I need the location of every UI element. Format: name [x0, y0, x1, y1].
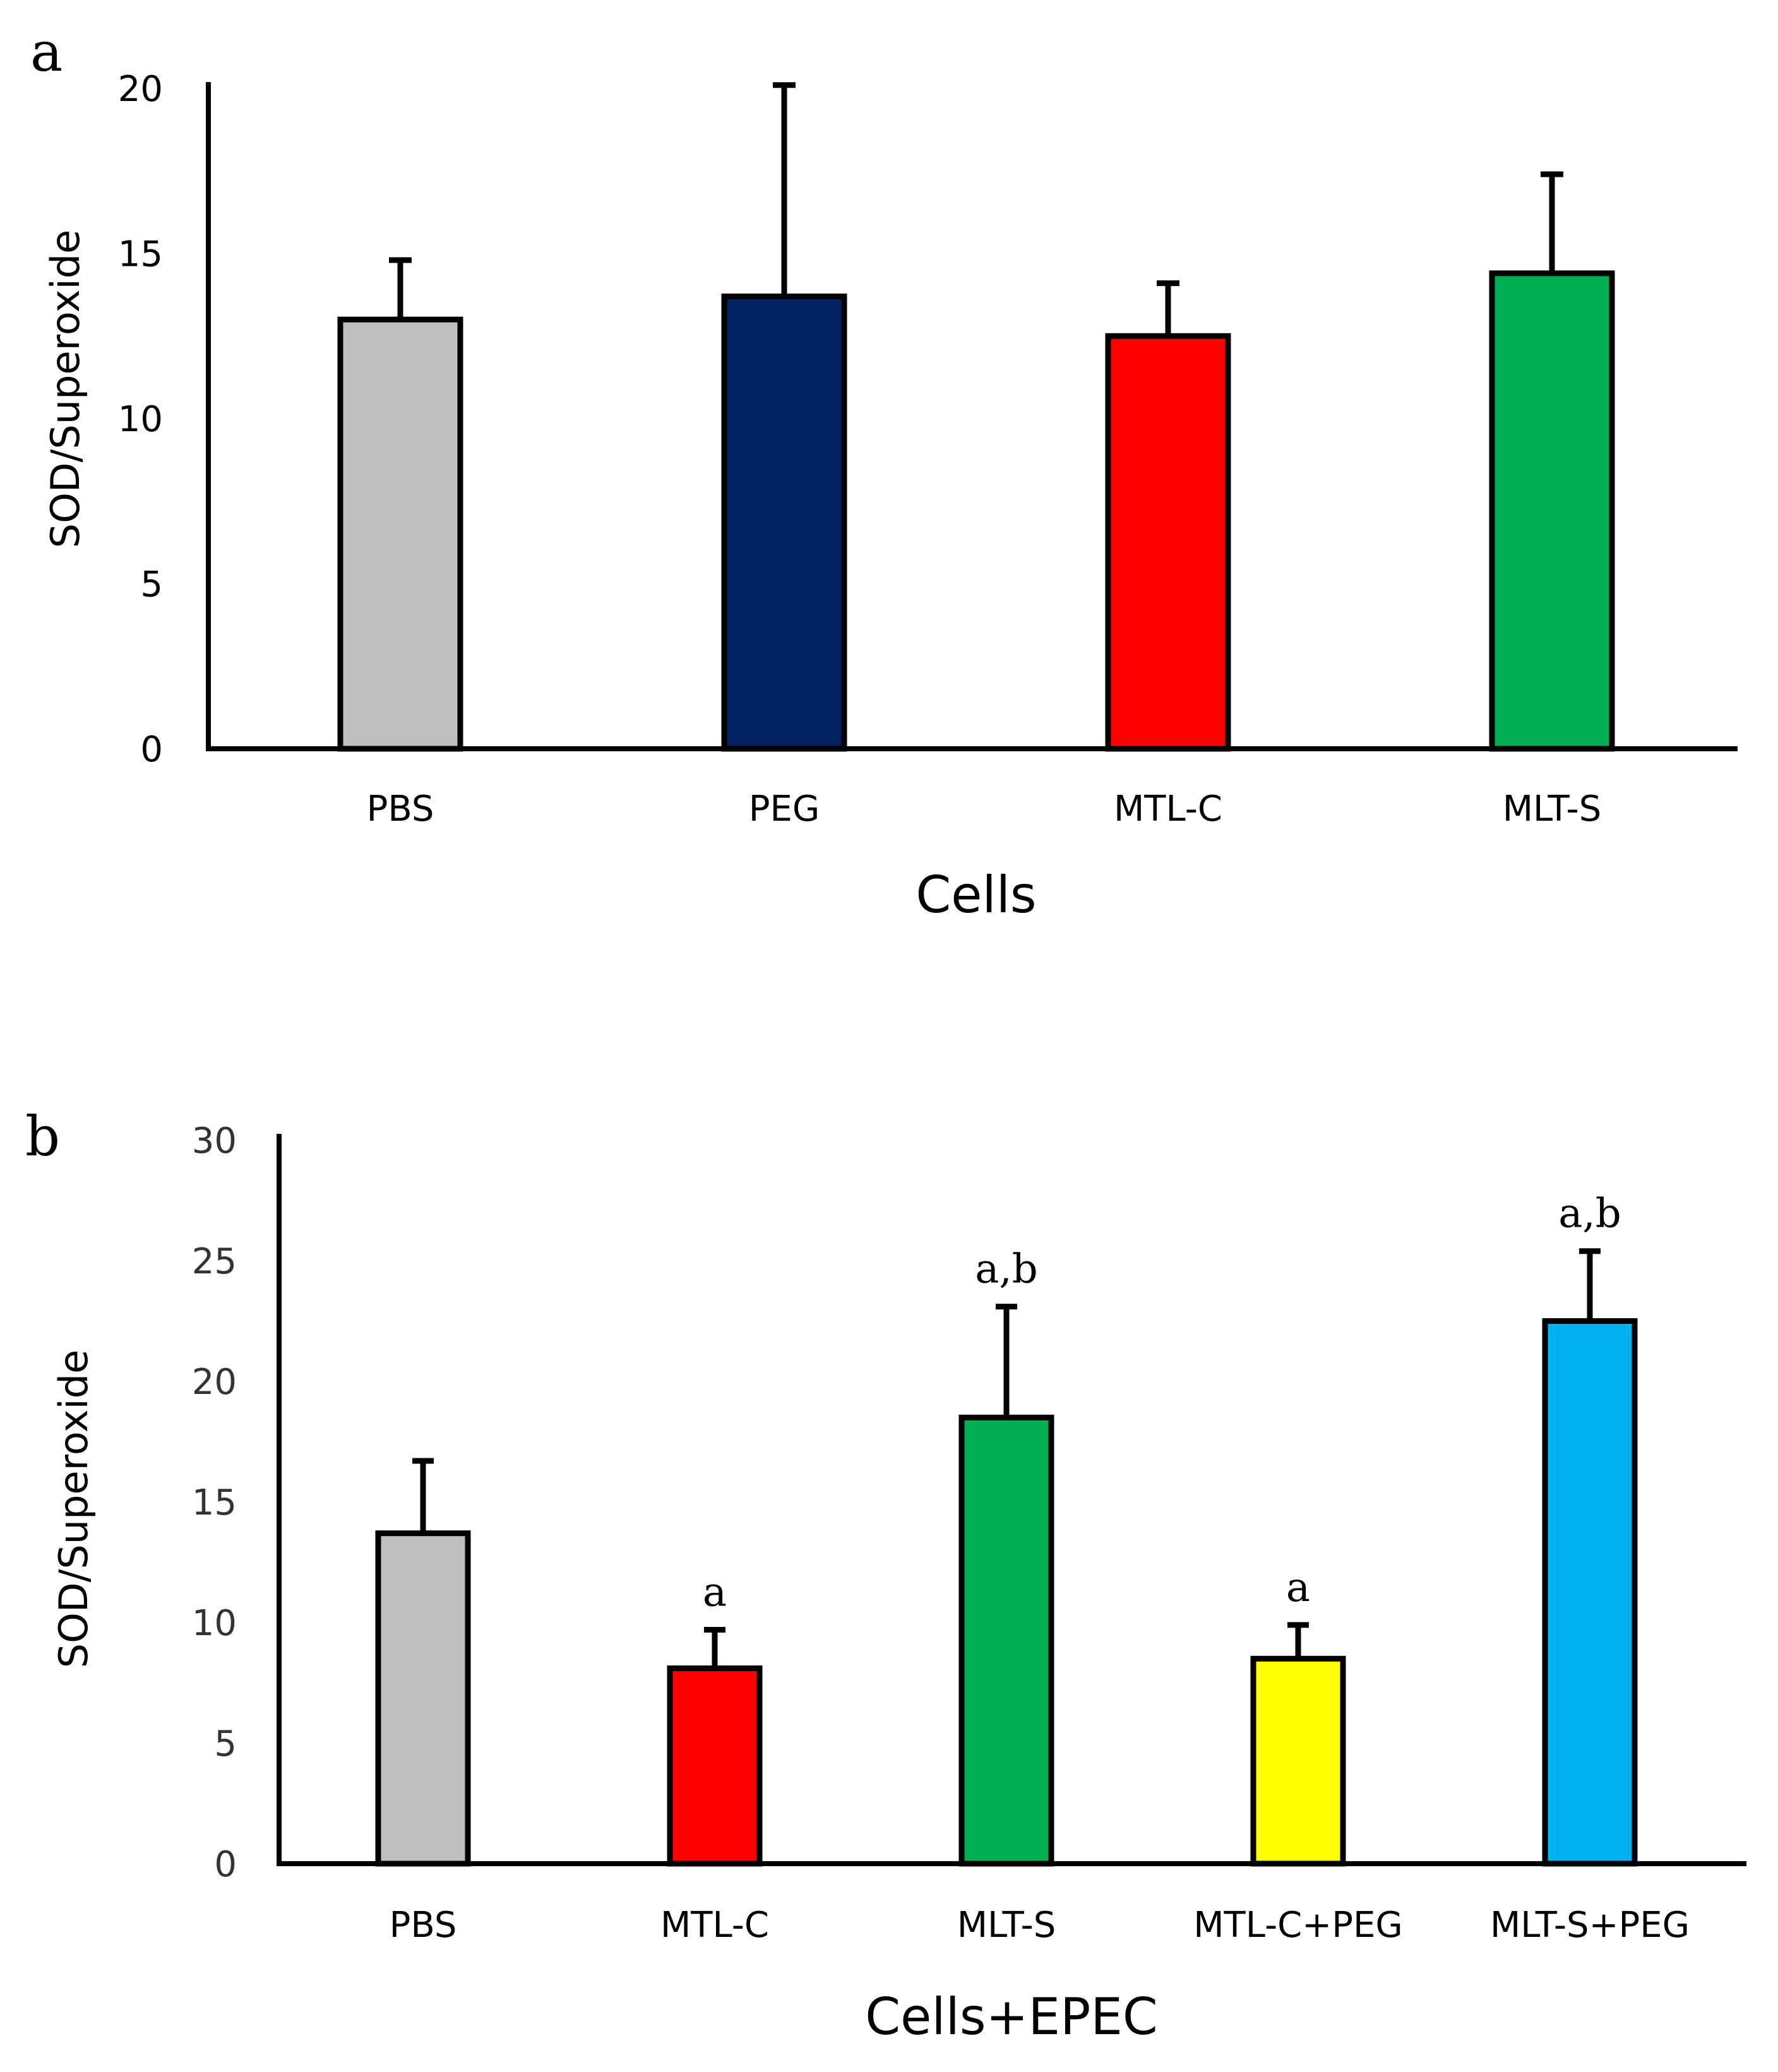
- significance-label: a: [1286, 1564, 1310, 1611]
- panel-letter-a: a: [30, 21, 63, 84]
- y-axis-title: SOD/Superoxide: [51, 1350, 97, 1669]
- y-tick-label: 5: [214, 1724, 237, 1765]
- y-tick-label: 10: [118, 399, 163, 440]
- bar-mtl-c: [1105, 333, 1231, 752]
- y-tick-label: 15: [118, 234, 163, 275]
- y-tick-label: 15: [192, 1482, 237, 1523]
- bar-pbs: [337, 316, 463, 752]
- significance-label: a,b: [1558, 1191, 1621, 1237]
- y-tick-label: 10: [192, 1603, 237, 1644]
- y-tick-label: 5: [140, 564, 163, 605]
- panel-a-chart: 0 5 10 15 20 PBS PEG MTL-C MLT-S Cells SOD/Superox…: [42, 69, 1738, 924]
- y-tick-label: 30: [192, 1121, 237, 1162]
- panel-letter-b: b: [25, 1105, 60, 1169]
- significance-label: a: [703, 1569, 727, 1616]
- y-tick-label: 25: [192, 1241, 237, 1282]
- y-tick-label: 20: [192, 1362, 237, 1403]
- y-tick-label: 20: [118, 69, 163, 110]
- significance-label: a,b: [975, 1246, 1037, 1293]
- y-tick-label: 0: [140, 729, 163, 770]
- x-category-label: MTL-C: [660, 1905, 769, 1946]
- x-category-label: MLT-S: [957, 1905, 1056, 1946]
- x-category-label: PBS: [367, 789, 434, 830]
- y-tick-label: 0: [214, 1844, 237, 1885]
- bar-mlt-s: [958, 1414, 1054, 1867]
- x-axis-title: Cells: [916, 866, 1036, 924]
- bar-mtl-c-peg: [1250, 1655, 1346, 1867]
- panel-b-chart: 0 5 10 15 20 25 30 PBS MTL-C a MLT-S a,b MTL-C+PEG a M…: [51, 1121, 1746, 2046]
- x-category-label: PBS: [390, 1905, 457, 1946]
- bar-peg: [721, 293, 847, 752]
- x-category-label: MTL-C: [1114, 789, 1222, 830]
- bar-mtl-c: [667, 1665, 763, 1867]
- bar-mlt-s-peg: [1542, 1318, 1638, 1867]
- bar-pbs: [375, 1530, 471, 1867]
- y-axis-title: SOD/Superoxide: [42, 230, 88, 549]
- x-category-label: MLT-S: [1503, 789, 1602, 830]
- x-category-label: PEG: [749, 789, 820, 830]
- bar-mlt-s: [1489, 270, 1615, 752]
- x-category-label: MTL-C+PEG: [1193, 1905, 1403, 1946]
- x-category-label: MLT-S+PEG: [1490, 1905, 1690, 1946]
- x-axis-title: Cells+EPEC: [865, 1987, 1157, 2046]
